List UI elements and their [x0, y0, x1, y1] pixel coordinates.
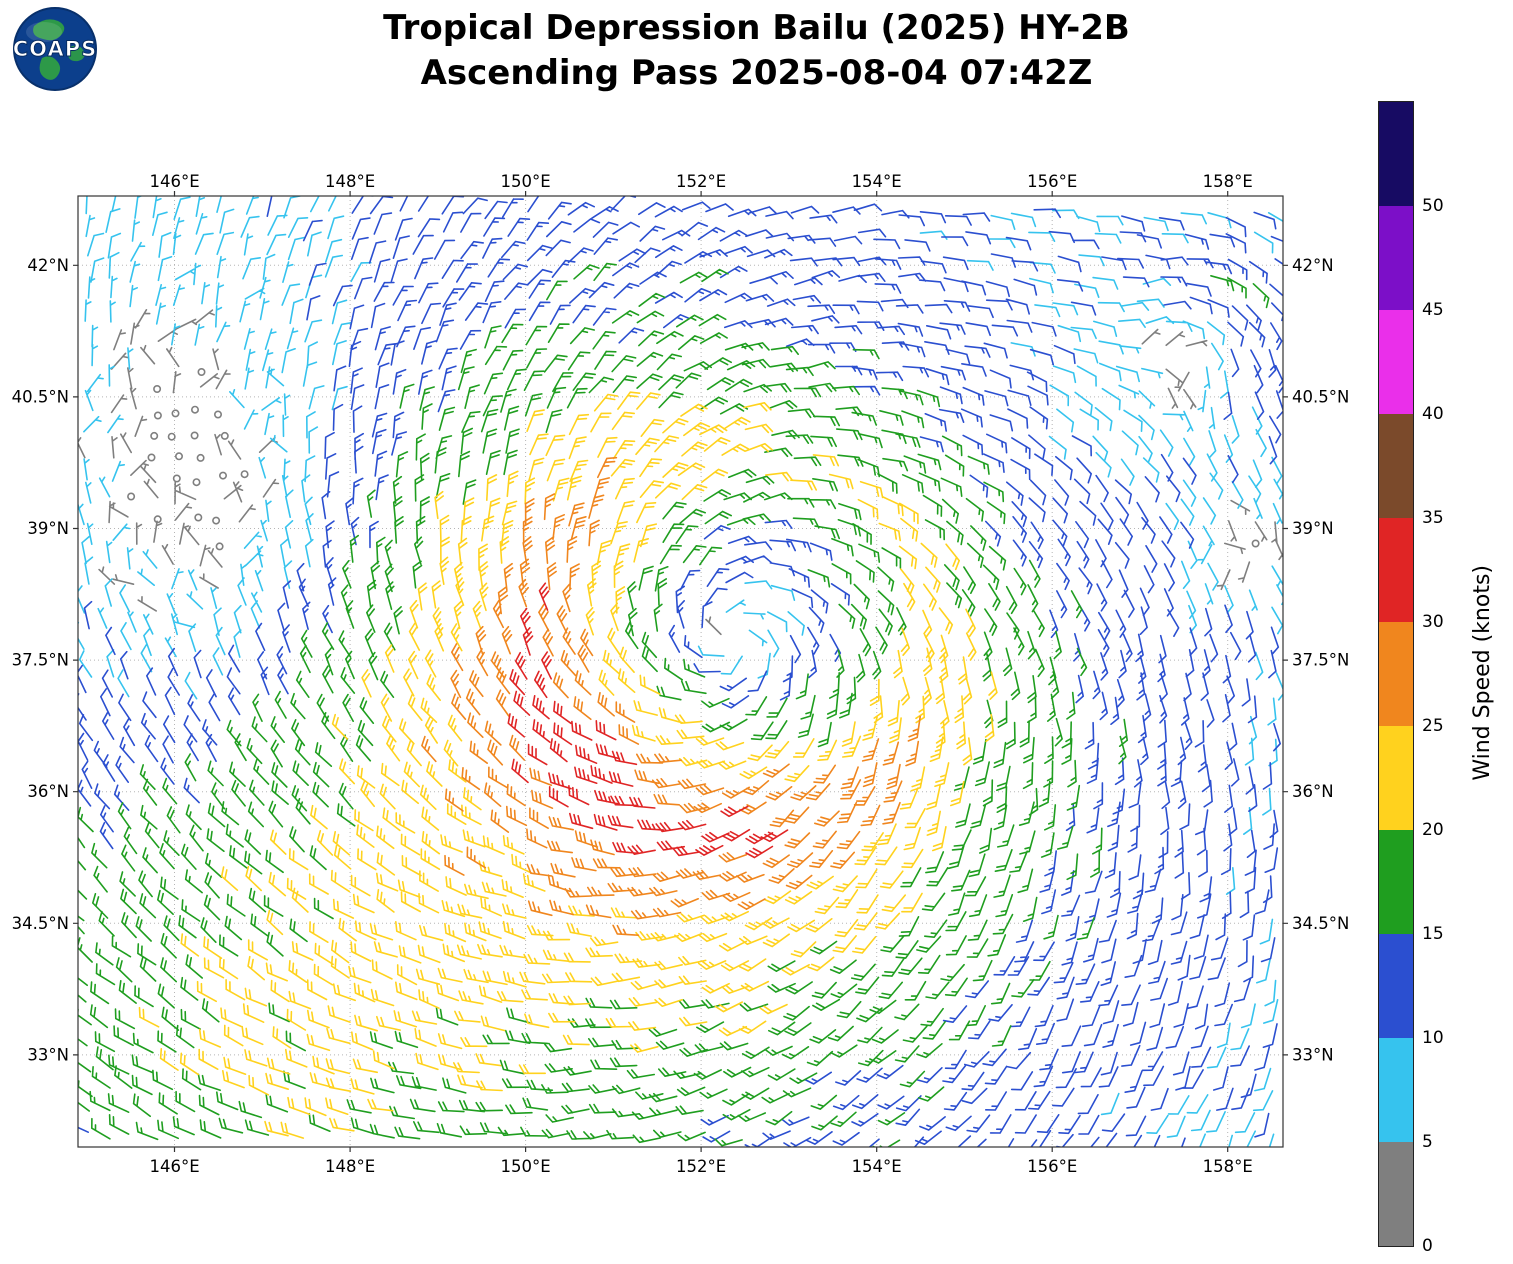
- colorbar-tick-label: 30: [1422, 612, 1444, 632]
- colorbar-axis-label: Wind Speed (knots): [1462, 101, 1502, 1245]
- colorbar-tick-label: 10: [1422, 1028, 1444, 1048]
- y-tick-label-right: 39°N: [1292, 519, 1334, 538]
- x-tick-label-top: 154°E: [852, 172, 902, 191]
- colorbar-segment: [1379, 934, 1413, 1038]
- title-block: Tropical Depression Bailu (2025) HY-2B A…: [0, 6, 1513, 96]
- logo-highlight: [26, 22, 62, 42]
- colorbar-segment: [1379, 310, 1413, 414]
- y-tick-label-right: 33°N: [1292, 1045, 1334, 1064]
- colorbar-tick-label: 35: [1422, 508, 1444, 528]
- wind-barb-layer: [78, 196, 1283, 1147]
- wind-barb-layer: [78, 196, 1283, 1147]
- x-tick-label-bottom: 156°E: [1027, 1157, 1077, 1176]
- colorbar: [1378, 101, 1414, 1247]
- x-tick-label-bottom: 152°E: [676, 1157, 726, 1176]
- axis-tick-marks: [73, 191, 1288, 1152]
- colorbar-axis-label-text: Wind Speed (knots): [1469, 565, 1495, 781]
- plot-frame: [77, 195, 1284, 1148]
- x-tick-label-bottom: 154°E: [852, 1157, 902, 1176]
- x-tick-label-top: 158°E: [1203, 172, 1253, 191]
- y-tick-label-right: 42°N: [1292, 256, 1334, 275]
- y-tick-label-left: 36°N: [27, 782, 69, 801]
- colorbar-tick-label: 5: [1422, 1132, 1433, 1152]
- y-tick-label-left: 37.5°N: [12, 651, 69, 670]
- y-tick-label-left: 39°N: [27, 519, 69, 538]
- wind-barb-layer: [421, 456, 921, 936]
- colorbar-segment: [1379, 1038, 1413, 1142]
- x-tick-label-bottom: 146°E: [149, 1157, 199, 1176]
- colorbar-segment: [1379, 102, 1413, 206]
- logo-land-south: [39, 56, 61, 80]
- colorbar-ticks: 0 5 10 15 20 25 30 35 40 45 50: [1422, 102, 1482, 1256]
- colorbar-tick-label: 40: [1422, 404, 1444, 424]
- chart-subtitle: Ascending Pass 2025-08-04 07:42Z: [420, 52, 1093, 93]
- x-tick-label-top: 156°E: [1027, 172, 1077, 191]
- colorbar-segment: [1379, 622, 1413, 726]
- colorbar-tick-label: 50: [1422, 196, 1444, 216]
- y-tick-label-right: 36°N: [1292, 782, 1334, 801]
- x-tick-label-top: 150°E: [501, 172, 551, 191]
- wind-barb-layer: [138, 391, 998, 1139]
- y-tick-label-left: 42°N: [27, 256, 69, 275]
- y-tick-label-left: 33°N: [27, 1045, 69, 1064]
- colorbar-tick-label: 0: [1422, 1236, 1433, 1256]
- logo-land-north: [33, 19, 65, 41]
- coaps-logo: COAPS: [12, 7, 97, 91]
- colorbar-tick-label: 15: [1422, 924, 1444, 944]
- wind-barb-layer: [78, 309, 1283, 636]
- x-tick-label-bottom: 150°E: [501, 1157, 551, 1176]
- x-tick-label-top: 148°E: [325, 172, 375, 191]
- y-tick-label-right: 34.5°N: [1292, 914, 1349, 933]
- logo-text: COAPS: [13, 37, 97, 61]
- wind-barb-layer: [78, 262, 1270, 1147]
- colorbar-segment: [1379, 726, 1413, 830]
- barb-field: [78, 196, 1283, 1147]
- colorbar-tick-label: 25: [1422, 716, 1444, 736]
- y-tick-label-right: 37.5°N: [1292, 651, 1349, 670]
- colorbar-segment: [1379, 518, 1413, 622]
- colorbar-tick-label: 20: [1422, 820, 1444, 840]
- colorbar-tick-label: 45: [1422, 300, 1444, 320]
- x-tick-label-bottom: 158°E: [1203, 1157, 1253, 1176]
- y-tick-label-left: 40.5°N: [12, 387, 69, 406]
- colorbar-segment: [1379, 1142, 1413, 1246]
- colorbar-segment: [1379, 414, 1413, 518]
- x-tick-label-top: 152°E: [676, 172, 726, 191]
- wind-barb-layer: [507, 582, 789, 859]
- colorbar-segment: [1379, 830, 1413, 934]
- y-tick-label-right: 40.5°N: [1292, 387, 1349, 406]
- chart-title: Tropical Depression Bailu (2025) HY-2B: [383, 8, 1130, 48]
- colorbar-segment: [1379, 206, 1413, 310]
- x-tick-label-bottom: 148°E: [325, 1157, 375, 1176]
- logo-land-east: [67, 45, 85, 62]
- y-tick-label-left: 34.5°N: [12, 914, 69, 933]
- x-tick-label-top: 146°E: [149, 172, 199, 191]
